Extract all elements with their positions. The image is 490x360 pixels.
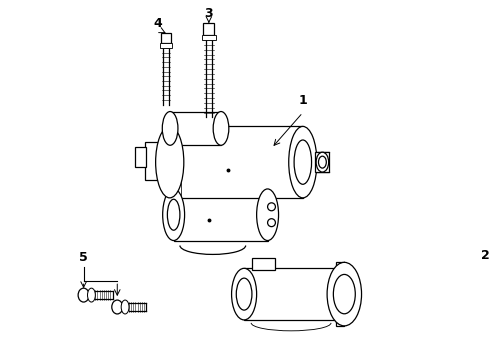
Bar (244, 268, 338, 320)
Bar (203, 23, 214, 35)
Ellipse shape (78, 288, 89, 302)
Bar (161, 33, 171, 43)
Ellipse shape (236, 278, 252, 310)
Bar (252, 258, 275, 270)
Ellipse shape (112, 300, 123, 314)
Ellipse shape (156, 126, 184, 198)
Ellipse shape (333, 274, 355, 314)
Ellipse shape (268, 219, 275, 227)
Ellipse shape (316, 152, 329, 172)
Ellipse shape (294, 140, 312, 184)
Bar (135, 147, 146, 167)
Bar (160, 43, 172, 48)
Bar (202, 35, 216, 40)
Ellipse shape (257, 189, 278, 240)
Bar (145, 142, 167, 180)
Bar (170, 112, 221, 145)
Bar (173, 189, 268, 240)
Bar (316, 152, 329, 172)
Ellipse shape (162, 112, 178, 145)
Text: 1: 1 (298, 94, 307, 107)
Text: 4: 4 (153, 17, 162, 30)
Text: 5: 5 (79, 251, 88, 264)
Text: 3: 3 (204, 7, 213, 20)
Ellipse shape (163, 189, 185, 240)
Ellipse shape (88, 288, 96, 302)
Text: 2: 2 (481, 249, 490, 262)
Ellipse shape (232, 268, 257, 320)
Ellipse shape (121, 300, 129, 314)
Ellipse shape (289, 126, 317, 198)
Ellipse shape (268, 203, 275, 211)
Ellipse shape (327, 262, 362, 326)
Ellipse shape (318, 156, 326, 168)
Ellipse shape (168, 199, 180, 230)
Bar (170, 126, 303, 198)
Bar (337, 262, 344, 326)
Ellipse shape (213, 112, 229, 145)
